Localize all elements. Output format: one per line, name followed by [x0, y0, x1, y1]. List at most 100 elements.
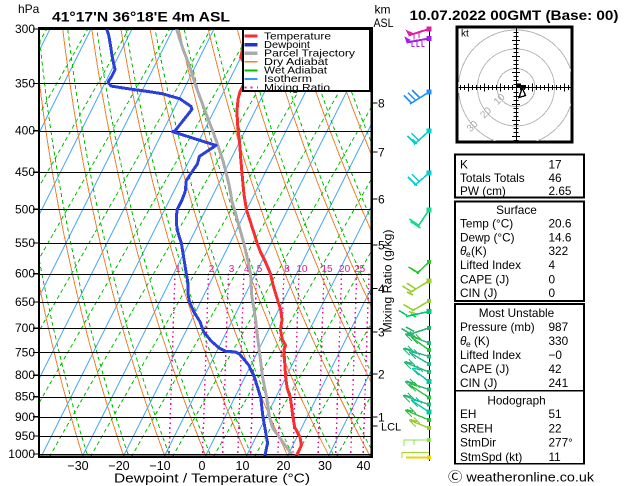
svg-text:650: 650 — [15, 295, 35, 309]
svg-text:K: K — [460, 157, 468, 171]
svg-text:4: 4 — [244, 264, 250, 275]
svg-text:Wet Adiabat: Wet Adiabat — [264, 66, 327, 77]
svg-text:CAPE (J): CAPE (J) — [460, 362, 509, 376]
svg-text:10: 10 — [236, 459, 250, 473]
svg-text:241: 241 — [549, 376, 569, 390]
svg-text:42: 42 — [549, 362, 562, 376]
svg-text:400: 400 — [15, 124, 35, 138]
svg-text:1: 1 — [175, 264, 181, 275]
svg-text:0: 0 — [549, 272, 556, 286]
svg-text:550: 550 — [15, 236, 35, 250]
svg-text:350: 350 — [15, 76, 35, 90]
svg-text:51: 51 — [549, 407, 562, 421]
svg-text:750: 750 — [15, 345, 35, 359]
svg-text:Temp (°C): Temp (°C) — [460, 217, 513, 231]
svg-text:LCL: LCL — [381, 422, 401, 434]
svg-text:322: 322 — [549, 244, 569, 258]
svg-text:2: 2 — [378, 368, 385, 382]
svg-text:46: 46 — [549, 171, 563, 185]
svg-text:22: 22 — [549, 421, 562, 435]
svg-text:1000: 1000 — [8, 447, 35, 461]
svg-text:ASL: ASL — [374, 16, 394, 30]
svg-text:10.07.2022 00GMT (Base: 00): 10.07.2022 00GMT (Base: 00) — [410, 8, 619, 23]
svg-text:277°: 277° — [549, 436, 574, 450]
svg-text:3: 3 — [378, 326, 385, 340]
svg-text:987: 987 — [549, 320, 569, 334]
svg-text:PW (cm): PW (cm) — [460, 184, 506, 198]
svg-text:CAPE (J): CAPE (J) — [460, 272, 509, 286]
svg-text:Temperature: Temperature — [264, 31, 331, 42]
svg-text:6: 6 — [378, 193, 385, 207]
svg-text:5: 5 — [378, 239, 385, 253]
svg-text:−20: −20 — [108, 459, 129, 473]
svg-text:2: 2 — [209, 264, 215, 275]
svg-text:450: 450 — [15, 165, 35, 179]
svg-text:−30: −30 — [67, 459, 88, 473]
svg-text:950: 950 — [15, 429, 35, 443]
svg-text:StmSpd (kt): StmSpd (kt) — [460, 450, 522, 464]
svg-text:e: e — [466, 249, 471, 259]
svg-text:0: 0 — [199, 459, 206, 473]
svg-text:(K): (K) — [474, 334, 490, 348]
svg-text:1: 1 — [378, 411, 385, 425]
svg-text:600: 600 — [15, 267, 35, 281]
svg-text:8: 8 — [284, 264, 290, 275]
svg-text:hPa: hPa — [18, 2, 40, 16]
svg-text:SREH: SREH — [460, 421, 493, 435]
svg-text:30: 30 — [318, 459, 332, 473]
svg-text:(K): (K) — [471, 244, 487, 258]
svg-text:StmDir: StmDir — [460, 436, 496, 450]
svg-text:Dewp (°C): Dewp (°C) — [460, 230, 515, 244]
svg-text:17: 17 — [549, 157, 562, 171]
svg-text:500: 500 — [15, 202, 35, 216]
svg-text:10: 10 — [296, 264, 308, 275]
svg-text:330: 330 — [549, 334, 569, 348]
svg-text:θ: θ — [460, 334, 467, 348]
svg-text:Mixing Ratio (g/kg): Mixing Ratio (g/kg) — [381, 229, 395, 332]
svg-text:Dry Adiabat: Dry Adiabat — [264, 57, 328, 68]
svg-text:900: 900 — [15, 410, 35, 424]
svg-text:5: 5 — [257, 264, 263, 275]
svg-text:15: 15 — [321, 264, 333, 275]
svg-text:Dewpoint: Dewpoint — [264, 40, 310, 51]
svg-text:CIN (J): CIN (J) — [460, 286, 497, 300]
svg-text:Pressure (mb): Pressure (mb) — [460, 320, 535, 334]
svg-text:−0: −0 — [549, 348, 563, 362]
svg-text:800: 800 — [15, 368, 35, 382]
svg-text:Most Unstable: Most Unstable — [479, 306, 555, 320]
svg-text:20: 20 — [339, 264, 351, 275]
svg-text:700: 700 — [15, 321, 35, 335]
svg-text:4: 4 — [378, 282, 385, 296]
svg-text:8: 8 — [378, 97, 385, 111]
svg-text:km: km — [375, 3, 391, 17]
svg-text:14.6: 14.6 — [549, 230, 572, 244]
svg-text:300: 300 — [15, 22, 35, 36]
svg-text:kt: kt — [461, 29, 469, 40]
svg-text:Lifted Index: Lifted Index — [460, 258, 521, 272]
svg-text:Isotherm: Isotherm — [264, 74, 312, 85]
svg-text:41°17'N 36°18'E 4m ASL: 41°17'N 36°18'E 4m ASL — [52, 10, 230, 25]
svg-text:7: 7 — [378, 146, 385, 160]
svg-text:11: 11 — [549, 450, 561, 464]
svg-text:0: 0 — [549, 286, 556, 300]
svg-text:20.6: 20.6 — [549, 217, 572, 231]
svg-text:Totals Totals: Totals Totals — [460, 171, 525, 185]
svg-text:25: 25 — [354, 264, 366, 275]
svg-text:4: 4 — [549, 258, 556, 272]
svg-text:850: 850 — [15, 390, 35, 404]
svg-text:Hodograph: Hodograph — [487, 394, 545, 408]
svg-text:Lifted Index: Lifted Index — [460, 348, 521, 362]
svg-text:e: e — [466, 339, 471, 349]
svg-text:−10: −10 — [149, 459, 170, 473]
svg-text:Ⓒ weatheronline.co.uk: Ⓒ weatheronline.co.uk — [448, 470, 594, 485]
svg-text:θ: θ — [460, 244, 467, 258]
svg-text:40: 40 — [357, 459, 371, 473]
svg-text:3: 3 — [229, 264, 235, 275]
svg-text:20: 20 — [277, 459, 291, 473]
svg-text:CIN (J): CIN (J) — [460, 376, 497, 390]
svg-text:2.65: 2.65 — [549, 184, 572, 198]
svg-text:Parcel Trajectory: Parcel Trajectory — [264, 49, 356, 60]
svg-text:Surface: Surface — [496, 203, 537, 217]
svg-text:Dewpoint / Temperature (°C): Dewpoint / Temperature (°C) — [114, 472, 310, 486]
svg-text:Mixing Ratio: Mixing Ratio — [264, 83, 330, 94]
